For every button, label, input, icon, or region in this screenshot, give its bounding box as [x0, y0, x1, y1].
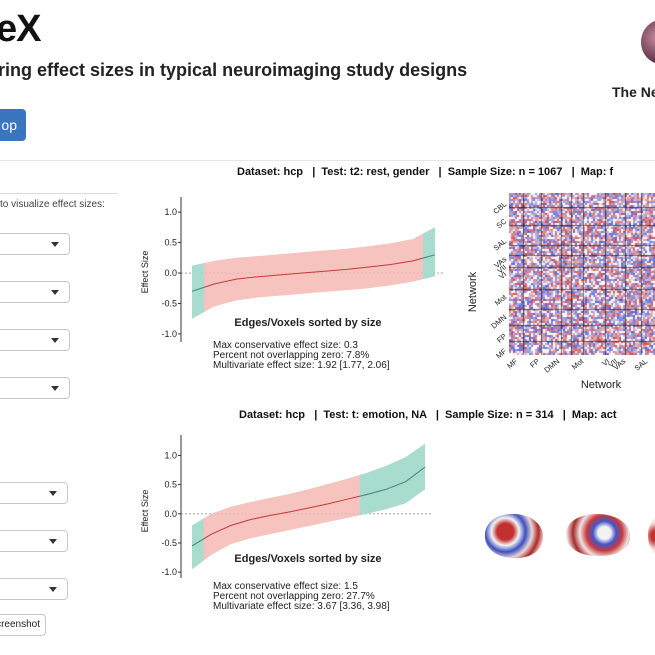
x-axis-label: Edges/Voxels sorted by size [234, 553, 381, 565]
mean-effect-line [191, 254, 436, 292]
multivariate-effect: Multivariate effect size: 1.92 [1.77, 2.… [213, 360, 390, 371]
test-select-1[interactable] [0, 281, 70, 303]
brain-slice-image [566, 514, 630, 556]
option-select-1[interactable] [0, 377, 70, 399]
matrix-y-label: Network [467, 271, 479, 312]
test-label: Test: [323, 409, 349, 421]
y-tick-label: -0.5 [161, 298, 177, 308]
brain-slice-image [648, 516, 655, 556]
percent-not-overlapping: Percent not overlapping zero: 27.7% [213, 591, 375, 602]
y-tick-label: -0.5 [161, 538, 177, 548]
max-conservative-effect: Max conservative effect size: 1.5 [213, 581, 358, 592]
y-tick-label: 0.5 [164, 480, 177, 490]
test-select-2[interactable] [0, 530, 68, 552]
chevron-down-icon [51, 290, 59, 295]
max-conservative-effect: Max conservative effect size: 0.3 [213, 340, 358, 351]
matrix-y-tick: SC [495, 216, 509, 230]
dataset-label: Dataset: [237, 166, 281, 178]
percent-not-overlapping: Percent not overlapping zero: 7.8% [213, 350, 370, 361]
matrix-x-tick: VI [600, 357, 611, 368]
chevron-down-icon [51, 242, 59, 247]
test-label: Test: [321, 166, 347, 178]
matrix-x-tick: MF [505, 356, 519, 370]
sample-size-label: Sample Size: [445, 409, 513, 421]
matrix-x-tick: SAL [633, 357, 650, 373]
matrix-heatmap [509, 193, 655, 355]
stats-block-1: Max conservative effect size: 0.3 Percen… [213, 341, 390, 371]
chevron-down-icon [49, 539, 57, 544]
app-title: eX [0, 8, 41, 50]
y-tick-label: 0.0 [164, 268, 177, 278]
app-button[interactable]: op [0, 109, 26, 141]
sidebar-instruction: to visualize effect sizes: [0, 199, 105, 210]
chevron-down-icon [51, 338, 59, 343]
effect-size-plot-1: Effect Size Edges/Voxels sorted by size … [140, 197, 443, 342]
y-tick-label: 0.5 [164, 238, 177, 248]
y-axis-label: Effect Size [140, 251, 150, 294]
map-select-2[interactable] [0, 578, 68, 600]
y-axis-label: Effect Size [140, 490, 150, 533]
y-tick-label: -1.0 [161, 567, 177, 577]
sample-size-value: n = 1067 [518, 166, 563, 178]
matrix-y-tick: Mot [493, 292, 509, 308]
map-value: act [600, 409, 617, 421]
dataset-label: Dataset: [239, 409, 283, 421]
org-name: The Ne [612, 84, 655, 100]
matrix-x-tick: FP [528, 357, 541, 370]
matrix-x-tick: Mot [570, 356, 586, 372]
chevron-down-icon [49, 491, 57, 496]
y-tick-label: 0.0 [164, 509, 177, 519]
app-subtitle: ring effect sizes in typical neuroimagin… [0, 60, 468, 80]
matrix-labels: Network Network CBLSCSALVAsVIIVIMotDMNFP… [467, 200, 650, 391]
confidence-band [192, 227, 435, 319]
panel-info-2: Dataset: hcp | Test: t: emotion, NA | Sa… [239, 409, 617, 421]
map-select-1[interactable] [0, 329, 70, 351]
matrix-y-tick: MF [494, 346, 508, 360]
matrix-y-tick: DMN [489, 313, 508, 331]
matrix-x-label: Network [581, 379, 622, 391]
chevron-down-icon [51, 386, 59, 391]
map-label: Map: [571, 409, 598, 421]
network-matrix [509, 193, 655, 355]
test-value: t2: rest, gender [349, 166, 430, 178]
brain-logo-icon [641, 20, 655, 64]
matrix-y-tick: VI [497, 270, 508, 281]
dataset-select-2[interactable] [0, 482, 68, 504]
panel-info-1: Dataset: hcp | Test: t2: rest, gender | … [237, 166, 614, 178]
chevron-down-icon [49, 587, 57, 592]
x-axis-label: Edges/Voxels sorted by size [234, 317, 381, 329]
y-tick-label: -1.0 [161, 329, 177, 339]
dataset-value: hcp [285, 409, 306, 421]
header-divider [0, 160, 655, 161]
y-tick-label: 1.0 [164, 207, 177, 217]
map-label: Map: [580, 166, 607, 178]
test-value: t: emotion, NA [351, 409, 427, 421]
matrix-x-tick: DMN [542, 357, 561, 375]
matrix-y-tick: FP [495, 332, 508, 345]
dataset-value: hcp [283, 166, 304, 178]
stats-block-2: Max conservative effect size: 1.5 Percen… [213, 582, 390, 612]
map-value: f [609, 166, 614, 178]
y-tick-label: 1.0 [164, 450, 177, 460]
sample-size-value: n = 314 [515, 409, 554, 421]
dataset-select-1[interactable] [0, 233, 70, 255]
matrix-y-tick: SAL [492, 237, 509, 253]
sample-size-label: Sample Size: [447, 166, 516, 178]
brain-slice-image [485, 514, 543, 558]
matrix-y-tick: CBL [491, 200, 508, 216]
multivariate-effect: Multivariate effect size: 3.67 [3.36, 3.… [213, 601, 390, 612]
effect-size-plot-2: Effect Size Edges/Voxels sorted by size … [140, 435, 433, 578]
screenshot-button[interactable]: creenshot [0, 614, 46, 636]
sidebar-divider [0, 193, 118, 194]
